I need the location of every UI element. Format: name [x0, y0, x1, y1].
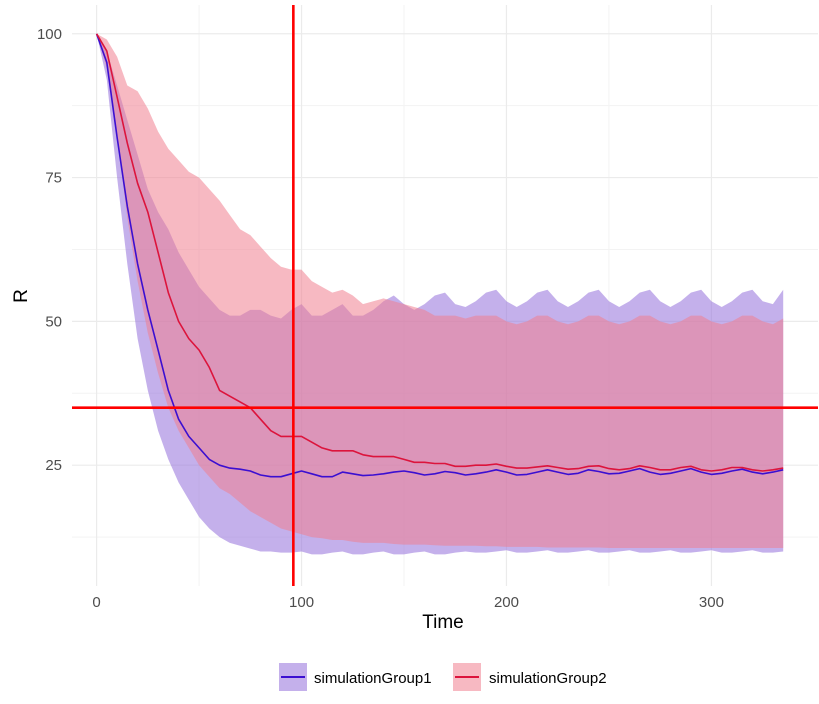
y-tick-label-100: 100: [37, 26, 62, 43]
ribbon-simulationGroup2: [96, 33, 784, 549]
reference-lines: [72, 5, 818, 586]
x-tick-label-0: 0: [92, 594, 100, 611]
x-tick-labels: 0 100 200 300: [92, 594, 724, 611]
x-tick-label-100: 100: [289, 594, 314, 611]
ribbons: [96, 33, 784, 555]
legend-item-simulationGroup2: simulationGroup2: [453, 663, 607, 691]
legend: simulationGroup1 simulationGroup2: [279, 663, 607, 691]
legend-label-simulationGroup1: simulationGroup1: [314, 670, 432, 687]
y-axis-title: R: [11, 289, 32, 303]
legend-label-simulationGroup2: simulationGroup2: [489, 670, 607, 687]
legend-item-simulationGroup1: simulationGroup1: [279, 663, 432, 691]
x-axis-title: Time: [422, 612, 464, 633]
x-tick-label-200: 200: [494, 594, 519, 611]
y-tick-label-75: 75: [45, 170, 62, 187]
y-tick-label-25: 25: [45, 457, 62, 474]
y-tick-label-50: 50: [45, 313, 62, 330]
mean-line-simulationGroup1: [95, 33, 784, 478]
y-tick-labels: 25 50 75 100: [37, 26, 62, 474]
mean-line-simulationGroup2: [95, 33, 784, 472]
x-tick-label-300: 300: [699, 594, 724, 611]
mean-lines: [95, 33, 784, 478]
